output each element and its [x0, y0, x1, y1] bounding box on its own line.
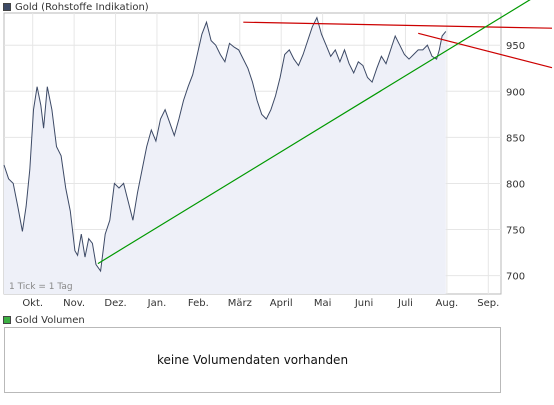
x-tick-label: Aug.: [436, 298, 459, 309]
x-tick-label: April: [270, 298, 293, 309]
volume-legend-label: Gold Volumen: [15, 314, 85, 326]
y-tick-label: 800: [506, 179, 525, 190]
price-line: [3, 16, 447, 273]
x-tick-label: Juli: [397, 298, 413, 309]
volume-legend: Gold Volumen: [3, 314, 85, 326]
x-tick-label: Okt.: [22, 298, 43, 309]
x-tick-label: Jan.: [147, 298, 167, 309]
y-tick-label: 900: [506, 87, 525, 98]
x-tick-label: Juni: [354, 298, 373, 309]
x-axis-ticks: Okt. Nov. Dez. Jan. Feb. März April Mai Juni Juli…: [22, 298, 499, 309]
y-tick-label: 700: [506, 272, 525, 283]
price-legend-swatch: [3, 3, 11, 11]
volume-empty-message: keine Volumendaten vorhanden: [156, 353, 349, 367]
price-series-line: [3, 16, 447, 273]
y-tick-label: 850: [506, 133, 525, 144]
x-tick-label: Mai: [314, 298, 332, 309]
price-area-fill: [4, 17, 446, 294]
trendlines: [97, 0, 553, 265]
price-area: [4, 17, 446, 294]
y-axis-ticks: 700 750 800 850 900 950: [506, 41, 525, 282]
y-tick-label: 750: [506, 226, 525, 237]
x-tick-label: Feb.: [188, 298, 209, 309]
trendline: [418, 32, 553, 69]
trendline: [243, 21, 553, 29]
x-tick-label: Nov.: [63, 298, 85, 309]
volume-legend-swatch: [3, 316, 11, 324]
price-legend-label: Gold (Rohstoffe Indikation): [15, 1, 149, 13]
price-legend: Gold (Rohstoffe Indikation): [3, 1, 149, 13]
tick-note: 1 Tick = 1 Tag: [9, 282, 73, 292]
x-tick-label: März: [228, 298, 252, 309]
y-tick-label: 950: [506, 41, 525, 52]
x-tick-label: Dez.: [104, 298, 126, 309]
trendline: [97, 0, 531, 265]
x-tick-label: Sep.: [477, 298, 499, 309]
volume-panel: keine Volumendaten vorhanden: [4, 327, 501, 393]
